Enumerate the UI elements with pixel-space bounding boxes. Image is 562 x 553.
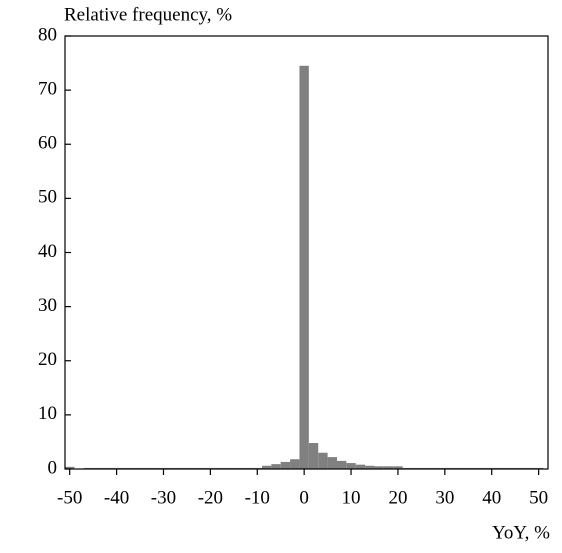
y-tick-label: 0: [48, 457, 58, 478]
x-axis-label: YoY, %: [492, 522, 550, 543]
y-tick-label: 60: [38, 133, 57, 154]
x-tick-label: 40: [482, 487, 501, 508]
x-tick-label: 0: [299, 487, 309, 508]
x-tick-label: 50: [529, 487, 548, 508]
bar: [271, 464, 281, 469]
bar: [374, 466, 384, 469]
bar: [280, 461, 291, 469]
y-tick-label: 20: [38, 349, 57, 370]
bar: [318, 452, 328, 469]
bar: [355, 464, 366, 469]
x-tick-label: -20: [198, 487, 223, 508]
x-tick-label: -50: [57, 487, 82, 508]
y-tick-label: 30: [38, 295, 57, 316]
y-tick-label: 50: [38, 187, 57, 208]
bar: [346, 463, 356, 469]
x-tick-label: -30: [151, 487, 176, 508]
x-tick-label: 10: [342, 487, 361, 508]
x-tick-label: -40: [104, 487, 129, 508]
x-tick-label: -10: [245, 487, 270, 508]
y-tick-label: 80: [38, 24, 57, 45]
bar: [290, 459, 300, 469]
bar: [327, 457, 337, 469]
bar: [261, 465, 272, 469]
bar: [393, 466, 403, 469]
bar: [299, 65, 309, 470]
bar: [383, 466, 394, 469]
y-tick-label: 40: [38, 241, 57, 262]
bar: [65, 466, 75, 469]
chart-title: Relative frequency, %: [64, 4, 232, 25]
y-tick-label: 70: [38, 78, 57, 99]
x-tick-label: 20: [388, 487, 407, 508]
x-tick-label: 30: [435, 487, 454, 508]
bar: [308, 443, 319, 469]
bar: [365, 465, 375, 469]
y-tick-label: 10: [38, 403, 57, 424]
bar: [336, 460, 347, 469]
